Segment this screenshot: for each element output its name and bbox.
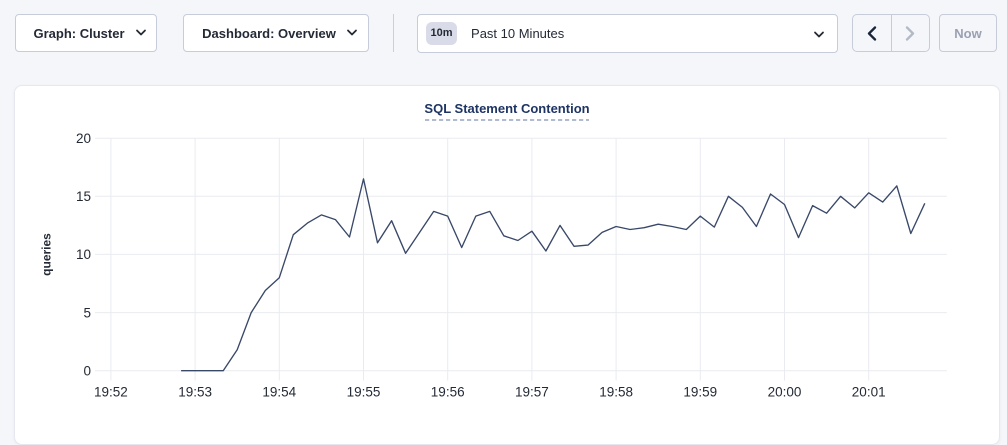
svg-text:15: 15 <box>76 189 91 204</box>
svg-text:0: 0 <box>83 363 91 378</box>
svg-text:20:00: 20:00 <box>768 384 802 399</box>
svg-text:19:58: 19:58 <box>599 384 633 399</box>
svg-text:20:01: 20:01 <box>852 384 886 399</box>
svg-text:queries: queries <box>40 233 54 276</box>
svg-text:19:53: 19:53 <box>178 384 212 399</box>
svg-text:19:57: 19:57 <box>515 384 549 399</box>
svg-text:19:54: 19:54 <box>262 384 296 399</box>
svg-text:19:55: 19:55 <box>347 384 381 399</box>
svg-text:19:56: 19:56 <box>431 384 465 399</box>
svg-text:10: 10 <box>76 247 91 262</box>
svg-text:19:52: 19:52 <box>94 384 128 399</box>
svg-text:20: 20 <box>76 131 91 146</box>
svg-text:19:59: 19:59 <box>683 384 717 399</box>
svg-text:5: 5 <box>83 305 91 320</box>
